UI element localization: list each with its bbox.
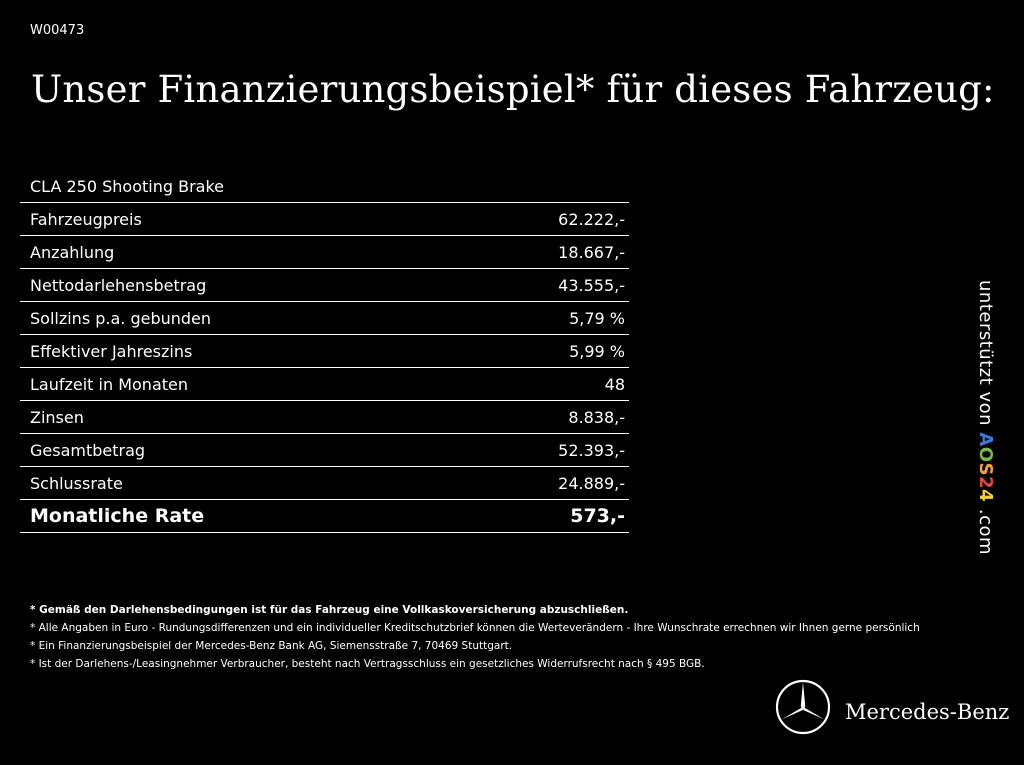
footnotes: * Gemäß den Darlehensbedingungen ist für… <box>30 601 1010 673</box>
total-value: 573,- <box>570 505 625 527</box>
row-value: 48 <box>604 374 625 394</box>
row-label: Anzahlung <box>30 242 115 262</box>
row-value: 18.667,- <box>558 242 625 262</box>
row-value: 24.889,- <box>558 473 625 493</box>
table-row: Laufzeit in Monaten 48 <box>20 368 629 401</box>
aos24-letter: S <box>975 462 996 477</box>
vehicle-code: W00473 <box>30 23 85 38</box>
support-suffix: .com <box>975 508 996 556</box>
row-label: Zinsen <box>30 407 84 427</box>
row-label: Laufzeit in Monaten <box>30 374 189 394</box>
row-value: 43.555,- <box>558 275 625 295</box>
table-row: Anzahlung 18.667,- <box>20 236 629 269</box>
row-value: 8.838,- <box>568 407 625 427</box>
row-value: 62.222,- <box>558 209 625 229</box>
row-label: Sollzins p.a. gebunden <box>30 308 212 328</box>
table-row: Gesamtbetrag 52.393,- <box>20 434 629 467</box>
row-label: Effektiver Jahreszins <box>30 341 193 361</box>
table-row: Schlussrate 24.889,- <box>20 467 629 500</box>
row-label: Gesamtbetrag <box>30 440 146 460</box>
model-name: CLA 250 Shooting Brake <box>30 176 224 196</box>
table-row: Fahrzeugpreis 62.222,- <box>20 203 629 236</box>
brand-name: Mercedes-Benz <box>845 700 1010 724</box>
footnote: * Ein Finanzierungsbeispiel der Mercedes… <box>30 640 513 652</box>
support-note: unterstützt von AOS24 .com <box>975 280 996 555</box>
row-value: 5,79 % <box>569 308 625 328</box>
aos24-logo: AOS24 <box>975 432 996 509</box>
page-title: Unser Finanzierungsbeispiel* für dieses … <box>31 68 995 111</box>
row-value: 5,99 % <box>569 341 625 361</box>
table-row: Sollzins p.a. gebunden 5,79 % <box>20 302 629 335</box>
financing-table: CLA 250 Shooting Brake Fahrzeugpreis 62.2… <box>20 170 629 533</box>
aos24-letter: A <box>975 432 996 447</box>
mercedes-star-icon <box>775 679 831 735</box>
row-label: Schlussrate <box>30 473 123 493</box>
table-row: Zinsen 8.838,- <box>20 401 629 434</box>
footnote: * Alle Angaben in Euro - Rundungsdiffere… <box>30 622 920 634</box>
row-label: Fahrzeugpreis <box>30 209 142 229</box>
row-value: 52.393,- <box>558 440 625 460</box>
total-label: Monatliche Rate <box>30 505 205 527</box>
table-row: Nettodarlehensbetrag 43.555,- <box>20 269 629 302</box>
aos24-letter: 4 <box>975 489 996 503</box>
support-prefix: unterstützt von <box>975 280 996 427</box>
aos24-letter: O <box>975 446 996 463</box>
footnote: * Gemäß den Darlehensbedingungen ist für… <box>30 604 629 616</box>
total-row: Monatliche Rate 573,- <box>20 500 629 533</box>
table-row: Effektiver Jahreszins 5,99 % <box>20 335 629 368</box>
model-row: CLA 250 Shooting Brake <box>20 170 629 203</box>
row-label: Nettodarlehensbetrag <box>30 275 207 295</box>
footnote: * Ist der Darlehens-/Leasingnehmer Verbr… <box>30 658 705 670</box>
aos24-letter: 2 <box>975 476 996 490</box>
